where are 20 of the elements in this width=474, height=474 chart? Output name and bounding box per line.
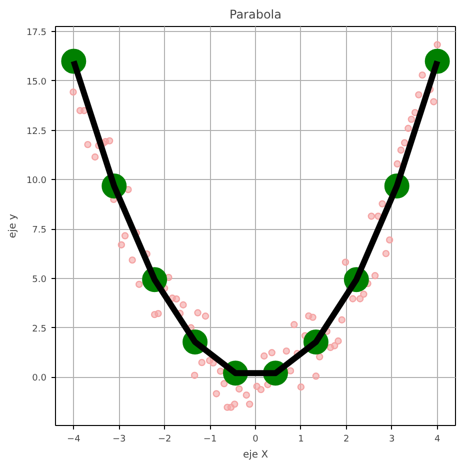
x-tick-label: 2 [344, 434, 350, 444]
y-axis-title: eje y [7, 214, 18, 238]
y-tick-label: 12.5 [26, 126, 47, 137]
x-tick-label: −3 [112, 434, 126, 444]
y-tick-label: 7.5 [32, 226, 47, 236]
x-tick-label: 4 [434, 434, 440, 444]
x-tick-label: −2 [158, 434, 172, 444]
y-tick-label: 0.0 [32, 374, 47, 384]
y-tick-label: 15.0 [26, 77, 47, 88]
x-tick-label: −1 [203, 434, 217, 444]
y-tick-label: 10.0 [26, 176, 47, 186]
x-tick-label: 0 [252, 434, 259, 444]
x-tick-label: 3 [389, 434, 395, 444]
y-tick-label: 17.5 [26, 28, 47, 38]
y-tick-label: 5.0 [32, 274, 47, 285]
x-tick-label: −4 [67, 434, 81, 444]
y-tick-label: 2.5 [32, 324, 47, 334]
chart-title: Parabola [230, 8, 282, 22]
x-axis-title: eje X [242, 450, 268, 460]
x-tick-label: 1 [298, 434, 304, 444]
